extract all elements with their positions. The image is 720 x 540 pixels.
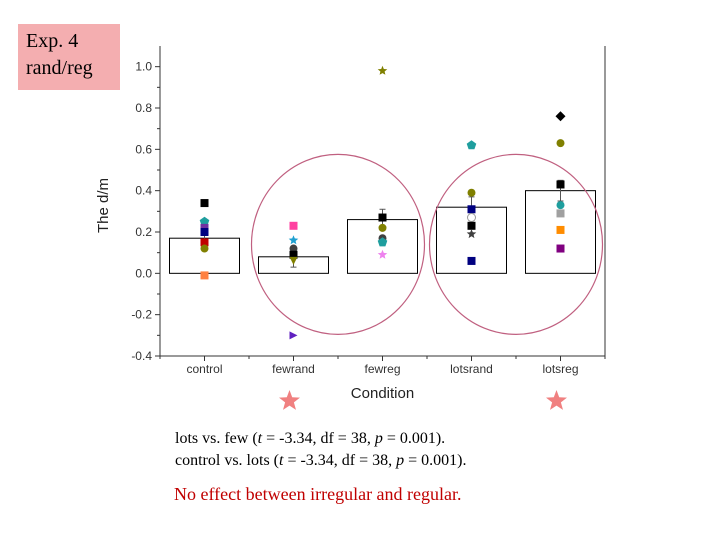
x-tick-label-lotsreg: lotsreg: [542, 362, 578, 376]
data-point-fewrand: [289, 221, 298, 230]
data-point-lotsrand: [467, 221, 476, 230]
data-point-control: [199, 216, 210, 226]
y-tick-label: 1.0: [135, 60, 152, 74]
significance-stars-group: [279, 390, 567, 410]
data-point-lotsreg: [556, 139, 565, 148]
stats-line-1-t: t: [257, 430, 263, 447]
x-tick-label-fewreg: fewreg: [364, 362, 400, 376]
data-point-lotsreg: [556, 244, 565, 253]
y-tick-label: -0.4: [131, 349, 152, 363]
data-point-fewrand: [289, 256, 298, 265]
x-tick-label-lotsrand: lotsrand: [450, 362, 493, 376]
highlight-circle-fewrand-fewreg: [250, 153, 426, 335]
data-point-control: [200, 199, 209, 208]
data-point-control: [200, 244, 209, 253]
bars-group: [169, 190, 596, 274]
stats-line-2-pre: control vs. lots (: [175, 452, 279, 469]
data-point-fewrand: [289, 250, 298, 259]
x-tick-label-control: control: [186, 362, 222, 376]
experiment-label-line1: Exp. 4: [26, 30, 79, 52]
conclusion-note: No effect between irregular and regular.: [174, 484, 462, 504]
data-point-lotsreg: [556, 225, 565, 234]
stats-line-1-post: = 0.001).: [382, 430, 446, 447]
data-point-control: [200, 228, 209, 236]
stats-line-2-t: t: [279, 452, 284, 469]
data-point-fewreg: [377, 249, 388, 259]
data-point-fewreg: [378, 223, 387, 232]
data-point-lotsrand: [467, 256, 476, 265]
stats-line-1: lots vs. few (t = -3.34, df = 38, p = 0.…: [175, 428, 467, 450]
stats-line-2: control vs. lots (t = -3.34, df = 38, p …: [175, 450, 467, 472]
y-tick-label: 0.8: [135, 101, 152, 115]
y-tick-label: -0.2: [131, 308, 152, 322]
stats-line-2-mid: = -3.34, df = 38,: [283, 452, 397, 469]
data-point-lotsreg: [556, 209, 565, 218]
experiment-label-box: Exp. 4 rand/reg: [18, 24, 120, 90]
y-axis-title: The d/m: [95, 178, 112, 233]
stats-line-1-mid: = -3.34, df = 38,: [262, 430, 375, 447]
data-point-fewrand: [289, 244, 298, 253]
data-point-lotsreg: [555, 111, 566, 122]
data-point-lotsrand: [467, 213, 476, 223]
stats-line-1-p: p: [374, 430, 383, 447]
data-point-fewrand: [288, 235, 299, 245]
data-point-control: [200, 223, 209, 232]
y-tick-label: 0.0: [135, 266, 152, 280]
highlight-circle-lotsrand-lotsreg: [428, 153, 604, 335]
y-tick-label: 0.4: [135, 184, 152, 198]
data-point-lotsrand: [467, 188, 476, 197]
y-tick-label: 0.2: [135, 225, 152, 239]
stats-line-2-p: p: [396, 452, 405, 469]
data-point-lotsrand: [466, 229, 477, 239]
experiment-label-line2: rand/reg: [26, 57, 93, 79]
x-tick-label-fewrand: fewrand: [272, 362, 315, 376]
data-point-fewreg: [377, 237, 388, 247]
bar-chart: -0.4 -0.2 0.0 0.2 0.4 0.6 0.8 1.0 control fewrand…: [95, 46, 606, 410]
x-axis-title: Condition: [351, 385, 414, 402]
data-points-group: [199, 65, 566, 340]
data-point-lotsreg: [556, 201, 565, 210]
data-point-fewrand: [289, 331, 298, 340]
stats-line-1-pre: lots vs. few (: [175, 430, 258, 447]
data-point-control: [200, 271, 209, 280]
data-point-lotsrand: [466, 140, 477, 150]
statistics-text: lots vs. few (t = -3.34, df = 38, p = 0.…: [175, 428, 467, 472]
data-point-control: [200, 238, 209, 247]
data-point-fewreg: [377, 65, 388, 75]
data-point-fewreg: [378, 213, 387, 222]
highlight-circles-group: [250, 153, 604, 335]
data-point-lotsreg: [556, 180, 565, 189]
significance-star-fewrand: [279, 390, 300, 410]
significance-star-lotsreg: [546, 390, 567, 410]
data-point-lotsrand: [467, 205, 476, 214]
stats-line-2-post: = 0.001).: [404, 452, 467, 469]
y-tick-label: 0.6: [135, 142, 152, 156]
axes-group: -0.4 -0.2 0.0 0.2 0.4 0.6 0.8 1.0 control fewrand…: [131, 46, 606, 376]
